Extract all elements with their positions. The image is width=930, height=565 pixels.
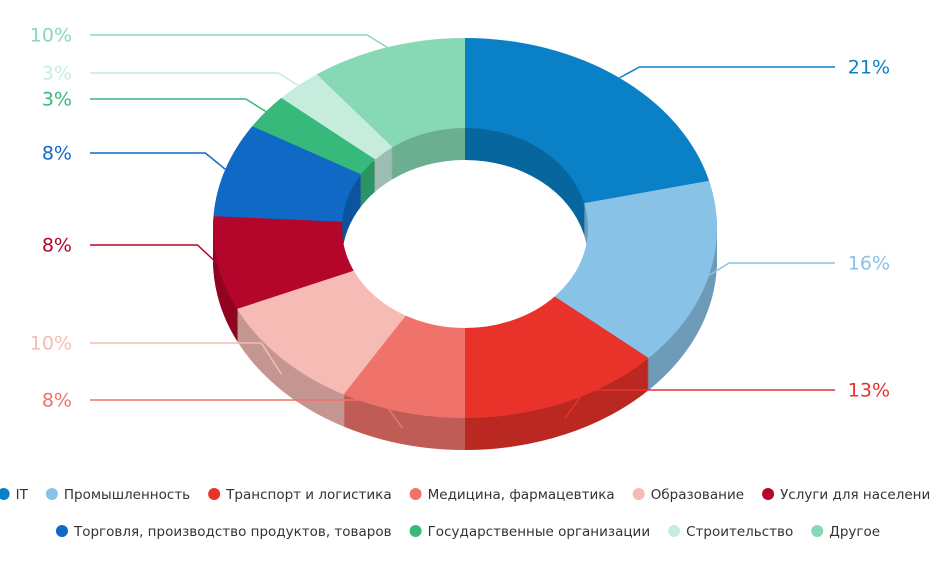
legend-label: Транспорт и логистика <box>225 487 391 503</box>
slice <box>281 74 393 160</box>
slice <box>236 270 406 395</box>
leader-line <box>90 98 267 113</box>
value-label: 21% <box>848 57 890 79</box>
legend-label: Услуги для населения <box>780 487 930 503</box>
legend-label: Торговля, производство продуктов, товаро… <box>73 524 392 540</box>
legend-marker <box>762 488 775 500</box>
legend-label: Образование <box>651 487 744 503</box>
legend-label: Промышленность <box>64 487 190 503</box>
slice <box>554 180 717 359</box>
value-label: 16% <box>848 253 890 275</box>
legend-item: Медицина, фармацевтика <box>409 487 615 503</box>
slice <box>465 38 710 204</box>
value-label: 3% <box>42 89 72 111</box>
legend-marker <box>409 488 422 500</box>
leader-line <box>90 72 299 87</box>
slice <box>343 315 465 418</box>
value-label: 8% <box>42 235 72 257</box>
value-label: 10% <box>30 25 72 47</box>
leader-line <box>619 66 835 79</box>
legend-item: Строительство <box>668 524 793 540</box>
legend-item: Транспорт и логистика <box>208 487 392 503</box>
legend-item: Государственные организации <box>409 524 651 540</box>
slice <box>212 216 354 309</box>
slice <box>316 38 465 148</box>
legend-label: Другое <box>829 524 880 540</box>
value-label: 8% <box>42 143 72 165</box>
legend-item: Другое <box>811 524 880 540</box>
slice <box>213 126 362 222</box>
legend-marker <box>45 488 58 500</box>
value-label: 3% <box>42 63 72 85</box>
leader-line <box>90 152 226 170</box>
value-label: 13% <box>848 380 890 402</box>
leader-line <box>564 389 835 419</box>
legend-item: Торговля, производство продуктов, товаро… <box>55 524 392 540</box>
leader-line <box>708 262 835 276</box>
legend-marker <box>668 525 681 537</box>
leader-line <box>90 34 388 48</box>
legend-marker <box>632 488 645 500</box>
legend-marker <box>55 525 68 537</box>
value-label: 8% <box>42 390 72 412</box>
legend-item: Промышленность <box>45 487 190 503</box>
legend-item: IT <box>0 487 29 503</box>
legend-marker <box>811 525 824 537</box>
leader-line <box>90 244 218 265</box>
legend-label: Строительство <box>686 524 793 540</box>
value-label: 10% <box>30 333 72 355</box>
legend-label: Медицина, фармацевтика <box>428 487 615 503</box>
legend-marker <box>0 488 10 500</box>
legend-item: Образование <box>632 487 744 503</box>
legend-marker <box>208 488 221 500</box>
slice <box>465 296 649 418</box>
legend-label: IT <box>16 487 29 503</box>
leader-line <box>90 399 403 429</box>
slice <box>252 97 376 175</box>
legend-label: Государственные организации <box>428 524 651 540</box>
legend-item: Услуги для населения <box>762 487 930 503</box>
leader-line <box>90 342 282 375</box>
legend-marker <box>409 525 422 537</box>
